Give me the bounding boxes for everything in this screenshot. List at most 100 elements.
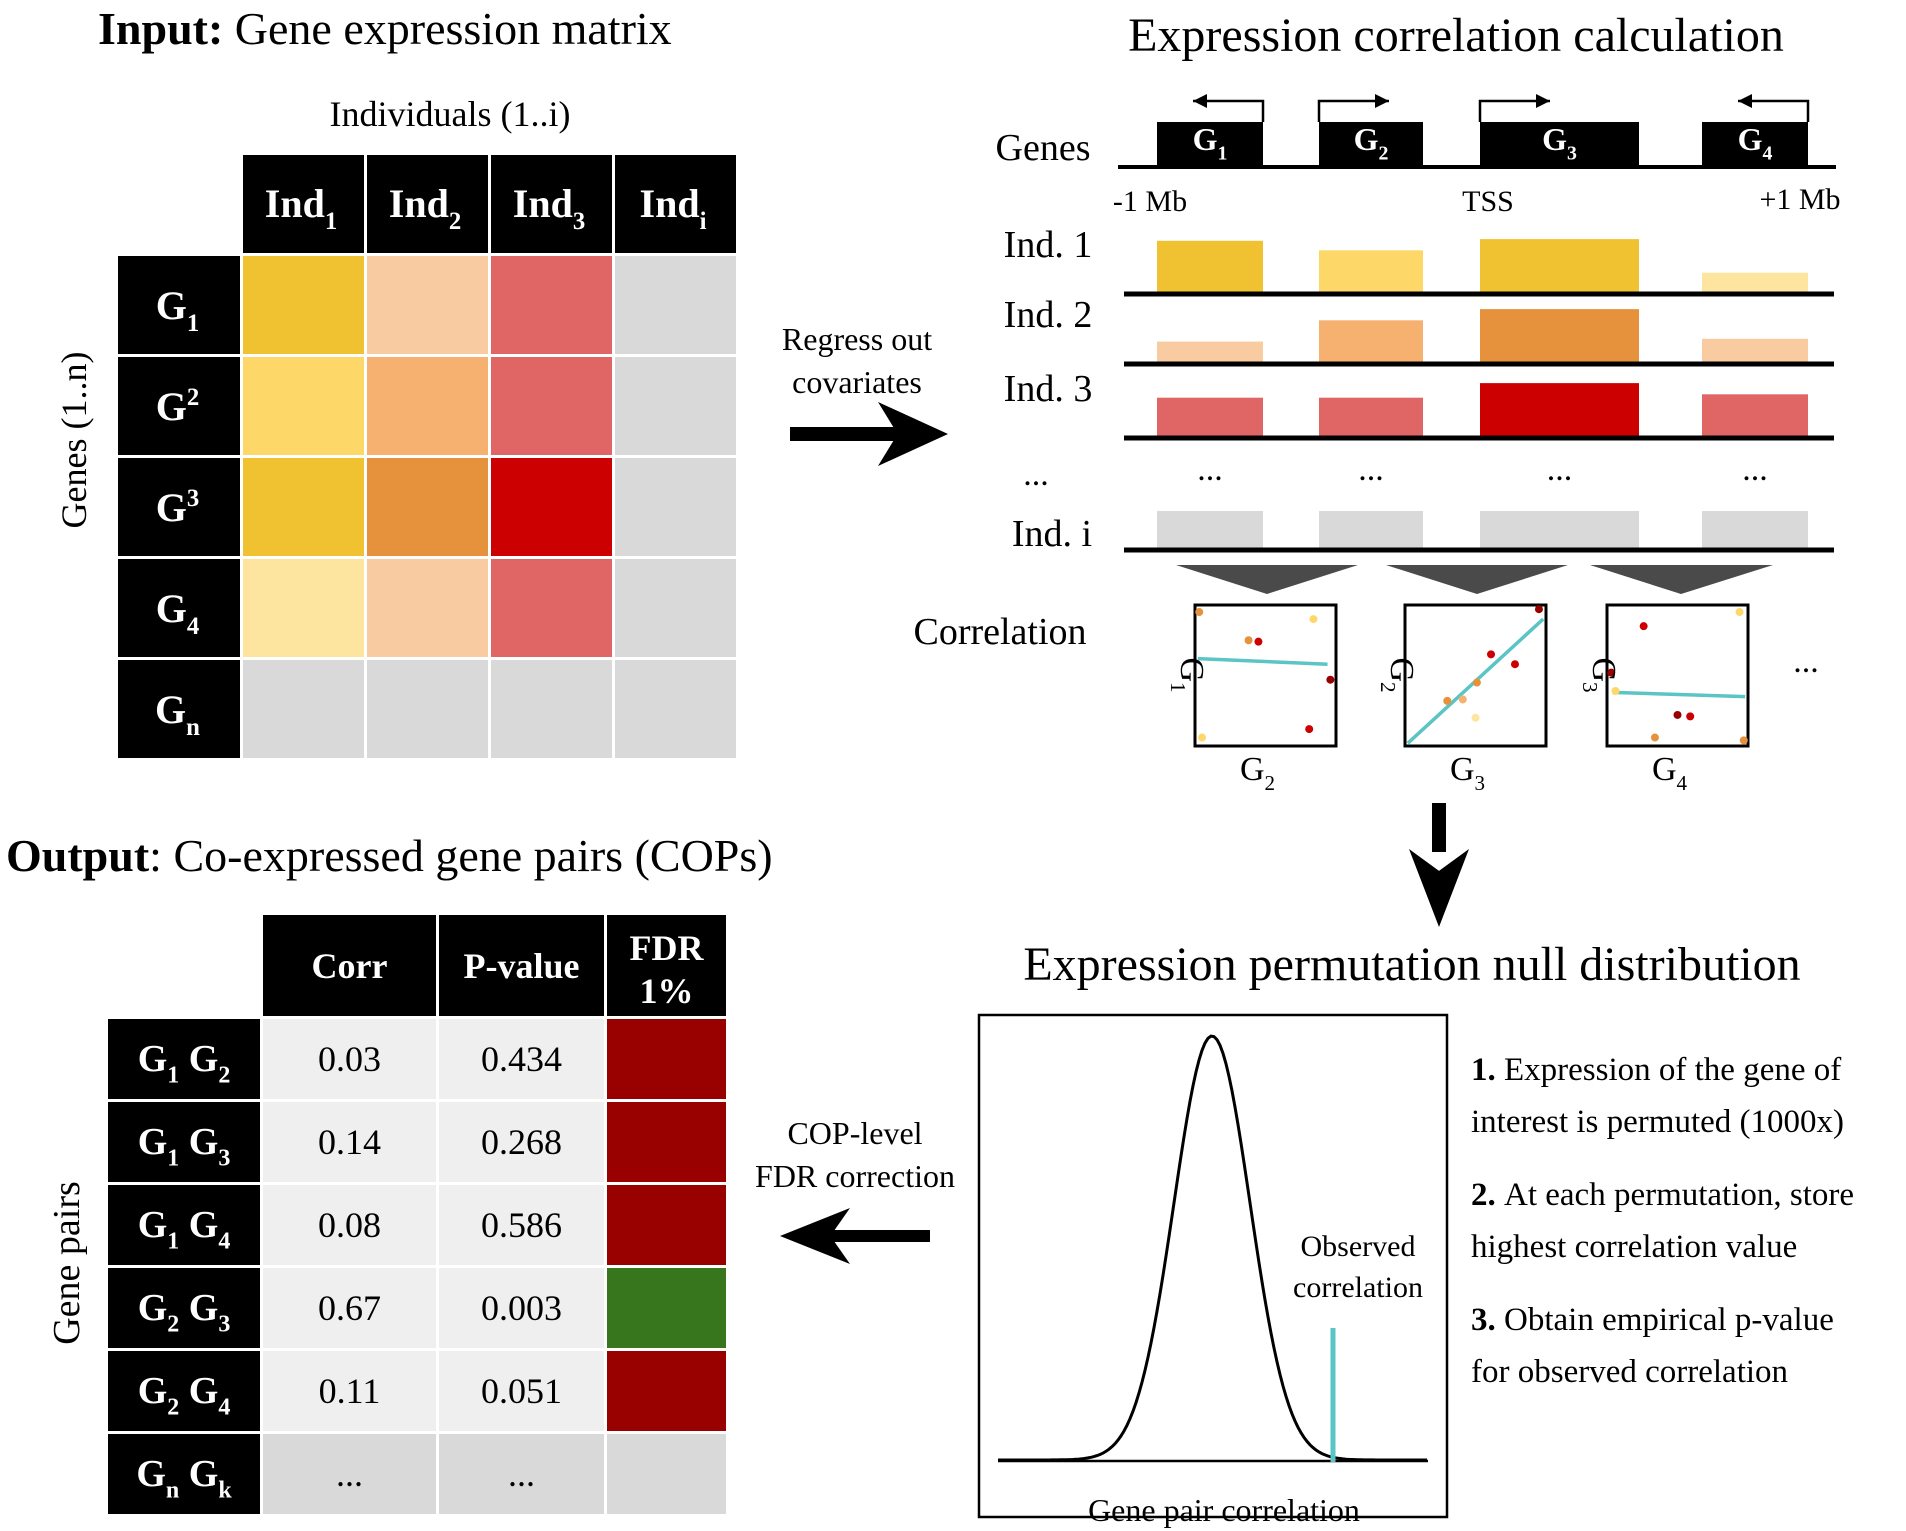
scatter-plot: G2 G3 [1376,603,1548,795]
scatter-plot-frame [1193,603,1338,748]
expression-bar [1157,397,1263,438]
scatter-plot-frame [1605,603,1750,748]
scatter-point [1458,695,1467,704]
fdr-status-cell [607,1351,726,1431]
gene-pair-header [108,1351,260,1431]
expression-cell [491,660,612,758]
scatter-plot: G1 G2 [1166,603,1338,795]
gene-pair-label: G1 G4 [138,1204,231,1254]
scatter-x-label: G3 [1450,751,1485,795]
null-distribution-frame [977,1013,1449,1519]
expression-cell [243,458,364,556]
expression-bar [1702,394,1808,438]
axis-right-label: +1 Mb [1759,183,1840,216]
scatter-point [1487,650,1496,659]
corr-value: 0.11 [319,1371,381,1411]
expression-cell [367,256,488,354]
null-distribution-panel: Expression permutation null distribution… [977,938,1854,1528]
regress-label: covariates [792,364,922,400]
scatter-y-label: G1 [1166,657,1210,692]
corr-cell [263,1268,436,1348]
row-header-label: G4 [156,586,200,640]
scatter-point [1673,710,1682,719]
scatter-point [1471,713,1480,722]
corr-cell [263,1434,436,1514]
pvalue-cell [439,1102,604,1182]
expression-cell [367,660,488,758]
funnel-triangle [1590,565,1773,594]
tss-arrow-head [1193,94,1207,108]
expression-bar [1702,272,1808,294]
gene-pair-label: G2 G4 [138,1370,231,1420]
observed-correlation-label: correlation [1293,1271,1423,1304]
corr-cell [263,1351,436,1431]
expression-bar [1319,250,1423,294]
genes-track-label: Genes [996,127,1091,169]
observed-correlation-label: Observed [1301,1230,1416,1263]
fdr-arrow-group: COP-level FDR correction [755,1115,955,1242]
row-header-cell [118,458,240,556]
column-header-cell [367,155,488,253]
expression-bar [1480,383,1639,438]
correlation-calc-panel: Expression correlation calculation Genes G… [913,9,1840,795]
expression-bar [1157,511,1263,550]
fdr-status-cell [607,1268,726,1348]
gene-block [1480,122,1639,167]
tss-arrow-head [1536,94,1550,108]
tss-arrow [1193,99,1265,122]
scatter-x-label: G4 [1652,751,1688,795]
axis-tss-label: TSS [1462,185,1514,218]
expression-cell [243,256,364,354]
ellipsis-marker: ... [1547,451,1573,488]
output-table-row: G2 G4 0.11 0.051 [108,1351,726,1431]
procedure-step-line: for observed correlation [1471,1354,1788,1390]
column-header-cell [243,155,364,253]
pvalue-value: 0.051 [481,1371,562,1411]
fdr-status-cell [607,1102,726,1182]
expression-cell [491,256,612,354]
output-title: Output: Co-expressed gene pairs (COPs) [6,830,773,881]
pvalue-cell [439,1185,604,1265]
more-plots-marker: ... [1793,643,1819,680]
pvalue-cell [439,1351,604,1431]
row-header-cell [118,559,240,657]
scatter-point [1650,733,1659,742]
expression-cell [615,357,736,455]
tss-arrow [1738,99,1810,122]
expression-cell [367,458,488,556]
scatter-y-label: G2 [1376,657,1420,692]
tss-arrow-head [1375,94,1389,108]
ellipsis-marker: ... [1197,451,1223,488]
individual-label: Ind. 2 [1004,294,1093,336]
expression-cell [243,660,364,758]
row-header-cell [118,357,240,455]
row-header-label: Gn [155,687,200,741]
corr-cell [263,1019,436,1099]
tss-arrow [1317,99,1389,122]
output-table-panel: Output: Co-expressed gene pairs (COPs) Ge… [6,830,773,1514]
gene-pair-header [108,1268,260,1348]
regress-arrow-group: Regress out covariates [782,321,932,441]
expression-cell [367,357,488,455]
output-table-row: G1 G2 0.03 0.434 [108,1019,726,1099]
scatter-point [1244,636,1253,645]
column-header-label: Ind2 [389,181,461,235]
gene-block-label: G3 [1542,121,1577,165]
rows-axis-label: Genes (1..n) [54,352,94,529]
scatter-point [1611,687,1620,696]
expression-cell [491,357,612,455]
regression-line [1197,656,1328,666]
null-distribution-title: Expression permutation null distribution [1023,938,1800,991]
output-table-row: G1 G3 0.14 0.268 [108,1102,726,1182]
ellipsis-marker: ... [1742,451,1768,488]
scatter-point [1198,733,1207,742]
procedure-step-line: 3. Obtain empirical p-value [1471,1302,1834,1338]
gene-pair-header [108,1019,260,1099]
corr-cell [263,1185,436,1265]
output-table-row: Gn Gk...... [108,1434,726,1514]
tss-arrow [1478,99,1550,122]
gene-pair-label: Gn Gk [136,1453,232,1503]
gene-pair-header [108,1434,260,1514]
individual-label: Ind. 3 [1004,368,1093,410]
